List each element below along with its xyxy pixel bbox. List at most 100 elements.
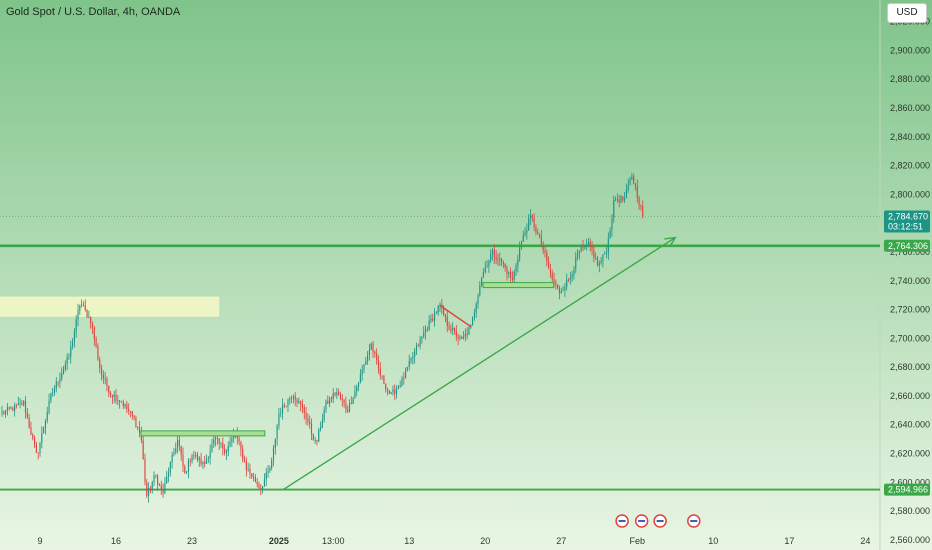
candle-body (495, 256, 497, 260)
candle-body (81, 304, 83, 306)
candle-body (14, 404, 16, 411)
candle-body (450, 328, 452, 331)
candle-body (642, 206, 644, 217)
candle-body (631, 176, 633, 180)
candle-body (53, 388, 56, 393)
candle-body (319, 427, 322, 430)
candle-body (490, 253, 492, 261)
candle-body (133, 415, 135, 418)
candle-body (99, 359, 101, 368)
candle-body (508, 272, 510, 274)
candle-body (622, 196, 624, 201)
candle-body (616, 199, 618, 201)
candle-body (443, 307, 445, 315)
candle-body (329, 398, 331, 404)
candle-body (350, 403, 352, 404)
candle-body (24, 401, 27, 413)
candle-body (446, 316, 448, 327)
y-tick-label: 2,900.000 (890, 45, 930, 55)
candle-body (48, 400, 50, 413)
candle-body (636, 186, 638, 198)
candle-body (229, 441, 231, 446)
candle-body (462, 336, 465, 339)
candle-body (390, 392, 392, 394)
candle-body (421, 336, 423, 339)
x-tick-label: 20 (480, 536, 490, 546)
candle-body (115, 394, 117, 401)
candle-body (88, 316, 90, 318)
candle-body (502, 262, 504, 264)
x-tick-label: 23 (187, 536, 197, 546)
candle-body (5, 410, 7, 414)
candle-body (453, 327, 456, 331)
candle-body (484, 267, 486, 272)
candle-body (584, 246, 586, 248)
candle-body (305, 413, 307, 419)
candle-body (160, 484, 162, 490)
candle-body (157, 476, 159, 485)
candle-body (110, 392, 112, 395)
candle-body (587, 242, 589, 245)
candle-body (510, 272, 512, 279)
candle-body (627, 185, 629, 190)
candle-body (580, 246, 582, 251)
candle-body (153, 474, 155, 483)
candle-body (28, 417, 30, 428)
candle-body (253, 476, 255, 478)
currency-button[interactable]: USD (887, 3, 927, 23)
chart-title: Gold Spot / U.S. Dollar, 4h, OANDA (6, 6, 181, 18)
candle-body (307, 418, 309, 422)
candle-body (381, 375, 383, 377)
support-box-1[interactable] (140, 430, 266, 437)
candle-body (367, 355, 369, 362)
x-tick-label: 2025 (269, 536, 289, 546)
candle-body (396, 388, 398, 395)
candle-body (338, 392, 340, 394)
candle-body (182, 454, 184, 467)
support-box-2[interactable] (482, 282, 555, 289)
candle-body (258, 484, 260, 488)
level-badge-1[interactable] (884, 239, 930, 252)
candle-body (62, 369, 65, 374)
candle-body (247, 469, 249, 471)
candle-body (204, 461, 206, 464)
candle-body (515, 265, 517, 272)
candle-body (198, 457, 200, 461)
candle-body (30, 427, 32, 435)
candle-body (171, 454, 173, 463)
resistance-zone[interactable] (0, 296, 220, 317)
candle-body (211, 444, 213, 452)
candle-body (457, 336, 459, 339)
candle-body (560, 291, 562, 294)
candle-body (120, 401, 123, 403)
candle-body (540, 236, 542, 246)
candle-body (488, 260, 490, 267)
candle-body (500, 258, 503, 263)
candle-body (615, 199, 617, 201)
candle-body (66, 356, 68, 365)
candle-body (70, 346, 72, 357)
candle-body (406, 366, 408, 370)
level-badge-2[interactable] (884, 483, 930, 496)
candle-body (596, 257, 599, 266)
candle-body (128, 409, 130, 412)
candle-body (392, 389, 394, 393)
candle-body (405, 369, 407, 379)
candle-body (138, 427, 141, 434)
candle-body (220, 443, 222, 444)
candle-body (126, 404, 128, 410)
candle-body (613, 199, 615, 218)
candle-body (146, 482, 148, 496)
candle-body (504, 263, 506, 268)
resistance-line[interactable] (439, 304, 472, 328)
candle-body (566, 279, 568, 288)
candle-body (57, 381, 59, 383)
candle-body (372, 343, 374, 352)
trendline[interactable] (282, 236, 676, 491)
candle-body (72, 341, 74, 347)
current-price-badge[interactable] (884, 210, 930, 233)
candle-body (222, 443, 224, 449)
candle-body (602, 254, 604, 261)
